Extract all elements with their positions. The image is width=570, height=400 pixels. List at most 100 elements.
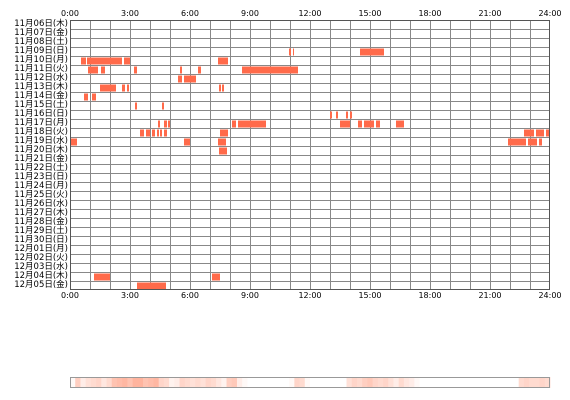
summary-strip-cell xyxy=(96,377,102,388)
summary-strip-cell xyxy=(304,377,311,388)
summary-strip-cell xyxy=(268,377,274,388)
summary-strip-cell xyxy=(205,377,212,388)
x-tick-label-top: 9:00 xyxy=(241,9,259,18)
activity-bar xyxy=(157,129,159,137)
x-tick-label-bottom: 24:00 xyxy=(538,291,562,300)
day-label: 11月14日(金) xyxy=(14,91,68,101)
summary-strip-cell xyxy=(289,377,295,388)
activity-bar xyxy=(220,129,228,137)
activity-bar xyxy=(124,57,130,65)
day-label: 12月01日(月) xyxy=(14,244,68,254)
day-label: 11月20日(木) xyxy=(14,145,68,155)
summary-strip-cell xyxy=(414,377,420,388)
day-label: 11月25日(火) xyxy=(14,190,68,200)
activity-bar xyxy=(289,48,291,56)
activity-bar xyxy=(546,129,549,137)
summary-strip-cell xyxy=(278,377,285,388)
summary-strip-cell xyxy=(377,377,384,388)
summary-strip-cell xyxy=(372,377,379,388)
activity-bar xyxy=(198,66,201,74)
day-label: 11月12日(水) xyxy=(14,73,68,83)
day-label: 11月29日(土) xyxy=(14,226,68,236)
activity-bar xyxy=(212,273,220,281)
day-label: 11月15日(土) xyxy=(14,100,68,110)
summary-strip-cell xyxy=(195,377,201,388)
activity-bar xyxy=(330,111,332,119)
summary-strip-cell xyxy=(356,377,363,388)
summary-strip-cell xyxy=(534,377,540,388)
summary-strip-cell xyxy=(75,377,81,388)
summary-strip-frame xyxy=(70,377,550,388)
summary-strip-cell xyxy=(435,377,441,388)
activity-bar xyxy=(219,84,221,92)
summary-strip-cell xyxy=(450,377,457,388)
summary-strip-cell xyxy=(476,377,483,388)
activity-bar xyxy=(184,138,190,146)
activity-bar xyxy=(524,129,534,137)
day-label: 11月11日(火) xyxy=(14,64,68,74)
activity-bar xyxy=(242,66,298,74)
activity-bar xyxy=(184,75,196,83)
activity-bar xyxy=(346,111,348,119)
summary-strip-cell xyxy=(471,377,478,388)
x-tick-label-top: 6:00 xyxy=(181,9,199,18)
activity-bar xyxy=(134,66,137,74)
day-label: 11月28日(金) xyxy=(14,217,68,227)
x-tick-label-top: 21:00 xyxy=(478,9,502,18)
x-tick-label-bottom: 3:00 xyxy=(121,291,139,300)
x-tick-label-bottom: 12:00 xyxy=(298,291,322,300)
summary-strip-cell xyxy=(424,377,431,388)
summary-strip-cell xyxy=(440,377,447,388)
summary-strip-cell xyxy=(137,377,144,388)
day-label: 11月10日(月) xyxy=(14,55,68,65)
x-tick-label-bottom: 15:00 xyxy=(358,291,382,300)
x-tick-label-bottom: 9:00 xyxy=(241,291,259,300)
summary-strip-cell xyxy=(247,377,254,388)
summary-strip-cell xyxy=(310,377,316,388)
activity-bar xyxy=(135,102,137,110)
day-label: 11月13日(木) xyxy=(14,82,68,92)
summary-strip-cell xyxy=(90,377,97,388)
activity-bar xyxy=(222,84,224,92)
summary-strip-cell xyxy=(482,377,488,388)
day-label: 11月17日(月) xyxy=(14,118,68,128)
summary-strip-cell xyxy=(127,377,134,388)
x-tick-label-bottom: 21:00 xyxy=(478,291,502,300)
summary-strip-cell xyxy=(132,377,139,388)
activity-bar xyxy=(94,273,110,281)
activity-bar xyxy=(158,120,160,128)
activity-bar xyxy=(152,129,155,137)
summary-strip-cell xyxy=(315,377,321,388)
summary-strip-cell xyxy=(283,377,290,388)
day-label: 11月16日(日) xyxy=(14,109,68,119)
summary-strip-cell xyxy=(346,377,353,388)
summary-strip-cell xyxy=(263,377,269,388)
activity-bar xyxy=(101,66,105,74)
summary-strip-cell xyxy=(445,377,452,388)
summary-strip-cell xyxy=(216,377,222,388)
summary-strip-cell xyxy=(508,377,514,388)
activity-bar xyxy=(164,129,167,137)
day-label: 11月24日(月) xyxy=(14,181,68,191)
summary-strip-cell xyxy=(523,377,530,388)
day-label: 11月22日(土) xyxy=(14,163,68,173)
activity-bar xyxy=(146,129,150,137)
summary-strip-cell xyxy=(231,377,238,388)
activity-bar xyxy=(218,138,226,146)
summary-strip-cell xyxy=(497,377,504,388)
summary-strip-cell xyxy=(200,377,207,388)
summary-strip-cell xyxy=(122,377,128,388)
activity-bar xyxy=(160,129,162,137)
summary-strip-cell xyxy=(325,377,332,388)
activity-bar xyxy=(81,57,86,65)
activity-bar xyxy=(88,66,98,74)
summary-strip-cell xyxy=(398,377,405,388)
activity-bar xyxy=(376,120,380,128)
activity-bar xyxy=(92,93,96,101)
activity-bar xyxy=(536,129,544,137)
day-label: 11月08日(土) xyxy=(14,37,68,47)
activity-bar xyxy=(528,138,537,146)
summary-strip-cell xyxy=(320,377,327,388)
activity-bar xyxy=(140,129,144,137)
x-tick-label-bottom: 0:00 xyxy=(61,291,79,300)
